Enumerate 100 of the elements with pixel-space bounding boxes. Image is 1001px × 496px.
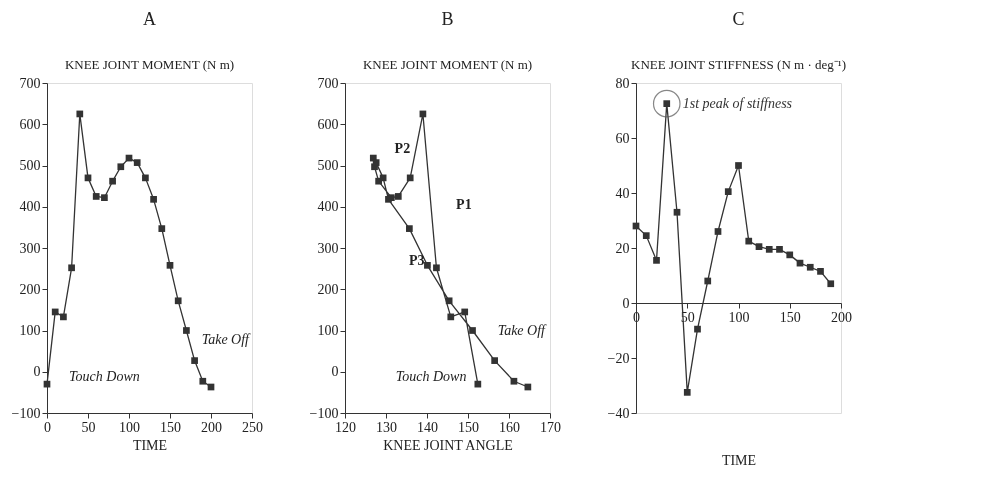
y-tick-label: 60 <box>615 130 630 146</box>
point <box>92 193 100 200</box>
y-tick-label: −20 <box>607 350 630 366</box>
x-axis-title: KNEE JOINT ANGLE <box>383 437 513 453</box>
y-tick-label: 400 <box>317 199 339 215</box>
point <box>491 357 498 364</box>
x-axis-title: TIME <box>132 437 168 453</box>
point <box>755 243 763 250</box>
chart-subtitle: KNEE JOINT MOMENT (N m) <box>362 57 533 72</box>
point <box>142 174 149 182</box>
point <box>474 380 482 388</box>
point <box>191 357 198 364</box>
chart-title: A <box>143 9 156 29</box>
x-tick-label: 50 <box>81 419 96 435</box>
x-axis-title: TIME <box>721 452 757 468</box>
point <box>461 308 469 316</box>
point <box>765 246 773 253</box>
y-tick-label: 100 <box>19 323 41 338</box>
y-tick-label: 0 <box>622 295 630 311</box>
point <box>424 261 431 269</box>
point <box>653 257 660 264</box>
x-tick-label: 140 <box>417 419 438 435</box>
y-tick-label: 400 <box>19 199 41 215</box>
x-tick-label: 130 <box>376 419 397 435</box>
x-tick-label: 150 <box>779 309 801 325</box>
x-tick-label: 170 <box>540 419 561 435</box>
y-tick-label: 40 <box>615 185 630 201</box>
point <box>786 251 794 259</box>
point <box>406 225 413 232</box>
point <box>510 377 518 385</box>
y-tick-label: 0 <box>331 364 339 380</box>
x-tick-label: 250 <box>242 419 263 435</box>
x-tick-label: 150 <box>458 419 479 435</box>
y-tick-label: 100 <box>317 323 339 338</box>
y-tick-label: −100 <box>309 405 339 421</box>
point <box>714 228 722 235</box>
point <box>51 308 59 316</box>
y-tick-label: 20 <box>615 240 630 256</box>
annotation: 1st peak of stiffness <box>682 95 793 111</box>
x-tick-label: 0 <box>44 419 51 435</box>
y-tick-label: 80 <box>615 75 630 91</box>
y-tick-label: −40 <box>607 405 630 421</box>
point <box>183 327 190 334</box>
y-tick-label: 300 <box>19 240 41 256</box>
point <box>199 377 207 385</box>
point <box>445 297 453 305</box>
annotation: P1 <box>456 197 472 213</box>
annotation: Take Off <box>497 322 548 338</box>
point <box>704 277 712 285</box>
annotation: Touch Down <box>395 368 467 384</box>
point <box>117 163 125 171</box>
y-tick-label: −100 <box>11 405 41 421</box>
point <box>673 208 681 216</box>
point <box>150 195 157 203</box>
point <box>76 110 84 118</box>
point <box>133 159 141 166</box>
point <box>642 232 650 239</box>
point <box>776 246 783 253</box>
point <box>827 280 835 288</box>
point <box>724 188 732 195</box>
point <box>166 261 174 269</box>
x-tick-label: 150 <box>160 419 181 435</box>
point <box>174 297 182 305</box>
point <box>447 313 455 321</box>
point <box>68 264 75 272</box>
point <box>469 327 476 334</box>
chart-title: C <box>732 9 745 29</box>
point <box>60 313 67 321</box>
x-tick-label: 120 <box>335 419 356 435</box>
y-tick-label: 500 <box>317 158 339 173</box>
point <box>683 389 691 396</box>
y-tick-label: 700 <box>317 75 339 91</box>
point <box>694 325 701 333</box>
y-tick-label: 600 <box>317 116 339 132</box>
y-tick-label: 500 <box>19 158 41 173</box>
x-tick-label: 200 <box>831 309 852 325</box>
point <box>394 193 402 200</box>
y-tick-label: 300 <box>317 240 339 256</box>
chart-subtitle: KNEE JOINT STIFFNESS (N m · deg⁻¹) <box>631 57 846 72</box>
point <box>806 263 814 271</box>
y-tick-label: 0 <box>33 364 41 380</box>
annotation: P3 <box>408 253 425 269</box>
point <box>433 264 440 272</box>
chart-title: B <box>441 9 454 29</box>
annotation: P2 <box>394 141 411 156</box>
x-tick-label: 100 <box>728 309 750 325</box>
annotation: Take Off <box>201 332 252 348</box>
point <box>372 159 380 166</box>
x-tick-label: 160 <box>499 419 520 435</box>
point <box>101 194 108 202</box>
annotation: Touch Down <box>69 368 140 384</box>
x-tick-label: 100 <box>119 419 140 435</box>
point <box>109 177 116 185</box>
point <box>817 268 824 275</box>
point <box>406 174 414 182</box>
y-tick-label: 700 <box>19 75 41 91</box>
y-tick-label: 600 <box>19 116 41 132</box>
x-tick-label: 200 <box>201 419 222 435</box>
point <box>745 237 753 245</box>
chart-subtitle: KNEE JOINT MOMENT (N m) <box>64 57 235 72</box>
